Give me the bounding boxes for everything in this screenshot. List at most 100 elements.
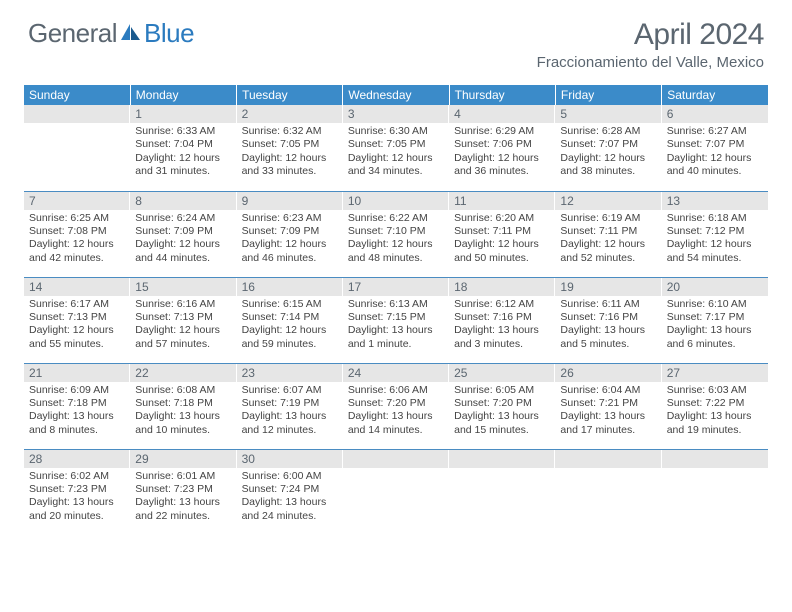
weekday-header: Saturday [662, 85, 768, 105]
day-info-line: Daylight: 13 hours [242, 496, 337, 509]
day-content: Sunrise: 6:13 AMSunset: 7:15 PMDaylight:… [343, 296, 449, 356]
calendar-cell: 30Sunrise: 6:00 AMSunset: 7:24 PMDayligh… [237, 449, 343, 535]
day-info-line: Sunrise: 6:25 AM [29, 212, 124, 225]
day-info-line: Sunrise: 6:13 AM [348, 298, 443, 311]
day-info-line: Sunset: 7:11 PM [454, 225, 549, 238]
day-info-line: Sunset: 7:18 PM [135, 397, 230, 410]
day-content: Sunrise: 6:17 AMSunset: 7:13 PMDaylight:… [24, 296, 130, 356]
day-number: 22 [130, 364, 236, 382]
day-info-line: and 34 minutes. [348, 165, 443, 178]
day-info-line: Sunrise: 6:07 AM [242, 384, 337, 397]
calendar-cell: 27Sunrise: 6:03 AMSunset: 7:22 PMDayligh… [662, 363, 768, 449]
day-info-line: Sunrise: 6:20 AM [454, 212, 549, 225]
day-number: 19 [555, 278, 661, 296]
day-number: 12 [555, 192, 661, 210]
day-info-line: and 40 minutes. [667, 165, 763, 178]
day-number: 6 [662, 105, 768, 123]
day-info-line: Daylight: 13 hours [348, 324, 443, 337]
day-number: 10 [343, 192, 449, 210]
day-info-line: Sunrise: 6:27 AM [667, 125, 763, 138]
day-number: 4 [449, 105, 555, 123]
day-number: 2 [237, 105, 343, 123]
calendar-cell [555, 449, 661, 535]
day-number: 14 [24, 278, 130, 296]
day-info-line: Daylight: 12 hours [348, 238, 443, 251]
weekday-header: Monday [130, 85, 236, 105]
day-info-line: Daylight: 12 hours [242, 152, 337, 165]
day-info-line: and 33 minutes. [242, 165, 337, 178]
day-info-line: Sunrise: 6:01 AM [135, 470, 230, 483]
calendar-cell: 29Sunrise: 6:01 AMSunset: 7:23 PMDayligh… [130, 449, 236, 535]
calendar-cell: 13Sunrise: 6:18 AMSunset: 7:12 PMDayligh… [662, 191, 768, 277]
day-number [343, 450, 449, 468]
brand-text-1: General [28, 18, 117, 49]
day-info-line: Daylight: 12 hours [242, 238, 337, 251]
day-info-line: Daylight: 12 hours [560, 238, 655, 251]
calendar-cell: 12Sunrise: 6:19 AMSunset: 7:11 PMDayligh… [555, 191, 661, 277]
day-number: 27 [662, 364, 768, 382]
day-info-line: and 5 minutes. [560, 338, 655, 351]
day-info-line: Sunrise: 6:30 AM [348, 125, 443, 138]
day-info-line: and 55 minutes. [29, 338, 124, 351]
day-info-line: Sunrise: 6:02 AM [29, 470, 124, 483]
day-info-line: Sunset: 7:06 PM [454, 138, 549, 151]
day-number: 16 [237, 278, 343, 296]
day-content: Sunrise: 6:07 AMSunset: 7:19 PMDaylight:… [237, 382, 343, 442]
day-content: Sunrise: 6:33 AMSunset: 7:04 PMDaylight:… [130, 123, 236, 183]
day-info-line: Sunset: 7:21 PM [560, 397, 655, 410]
day-number: 1 [130, 105, 236, 123]
day-info-line: Sunrise: 6:17 AM [29, 298, 124, 311]
day-info-line: Sunset: 7:07 PM [560, 138, 655, 151]
day-info-line: Sunset: 7:23 PM [29, 483, 124, 496]
day-info-line: Sunset: 7:19 PM [242, 397, 337, 410]
calendar-cell: 3Sunrise: 6:30 AMSunset: 7:05 PMDaylight… [343, 105, 449, 191]
day-content: Sunrise: 6:12 AMSunset: 7:16 PMDaylight:… [449, 296, 555, 356]
weekday-header: Wednesday [343, 85, 449, 105]
day-info-line: Daylight: 13 hours [135, 410, 230, 423]
day-number: 28 [24, 450, 130, 468]
calendar-cell [662, 449, 768, 535]
day-info-line: Sunrise: 6:03 AM [667, 384, 763, 397]
day-content: Sunrise: 6:16 AMSunset: 7:13 PMDaylight:… [130, 296, 236, 356]
day-info-line: and 19 minutes. [667, 424, 763, 437]
day-content: Sunrise: 6:04 AMSunset: 7:21 PMDaylight:… [555, 382, 661, 442]
day-info-line: Sunrise: 6:29 AM [454, 125, 549, 138]
day-info-line: and 52 minutes. [560, 252, 655, 265]
weekday-header: Sunday [24, 85, 130, 105]
day-info-line: and 12 minutes. [242, 424, 337, 437]
day-info-line: Sunset: 7:13 PM [29, 311, 124, 324]
day-info-line: and 8 minutes. [29, 424, 124, 437]
day-content: Sunrise: 6:10 AMSunset: 7:17 PMDaylight:… [662, 296, 768, 356]
day-info-line: and 50 minutes. [454, 252, 549, 265]
day-number [24, 105, 130, 123]
day-info-line: Daylight: 13 hours [29, 410, 124, 423]
day-content: Sunrise: 6:18 AMSunset: 7:12 PMDaylight:… [662, 210, 768, 270]
brand-text-2: Blue [144, 18, 194, 49]
calendar-cell: 18Sunrise: 6:12 AMSunset: 7:16 PMDayligh… [449, 277, 555, 363]
brand-logo: General Blue [28, 18, 194, 49]
day-content: Sunrise: 6:00 AMSunset: 7:24 PMDaylight:… [237, 468, 343, 528]
day-content: Sunrise: 6:24 AMSunset: 7:09 PMDaylight:… [130, 210, 236, 270]
day-info-line: Sunset: 7:14 PM [242, 311, 337, 324]
day-info-line: Sunrise: 6:09 AM [29, 384, 124, 397]
day-info-line: and 46 minutes. [242, 252, 337, 265]
day-info-line: and 14 minutes. [348, 424, 443, 437]
day-info-line: and 31 minutes. [135, 165, 230, 178]
calendar-cell: 19Sunrise: 6:11 AMSunset: 7:16 PMDayligh… [555, 277, 661, 363]
day-info-line: Daylight: 13 hours [560, 324, 655, 337]
day-info-line: Daylight: 13 hours [667, 324, 763, 337]
day-content [449, 468, 555, 518]
day-info-line: Sunrise: 6:05 AM [454, 384, 549, 397]
day-info-line: Sunset: 7:24 PM [242, 483, 337, 496]
day-content: Sunrise: 6:32 AMSunset: 7:05 PMDaylight:… [237, 123, 343, 183]
day-content [662, 468, 768, 518]
day-number: 18 [449, 278, 555, 296]
day-info-line: Sunrise: 6:10 AM [667, 298, 763, 311]
day-info-line: Sunrise: 6:18 AM [667, 212, 763, 225]
day-content: Sunrise: 6:09 AMSunset: 7:18 PMDaylight:… [24, 382, 130, 442]
day-info-line: Sunrise: 6:19 AM [560, 212, 655, 225]
day-number: 7 [24, 192, 130, 210]
day-content [343, 468, 449, 518]
calendar-cell: 28Sunrise: 6:02 AMSunset: 7:23 PMDayligh… [24, 449, 130, 535]
day-info-line: Sunrise: 6:15 AM [242, 298, 337, 311]
